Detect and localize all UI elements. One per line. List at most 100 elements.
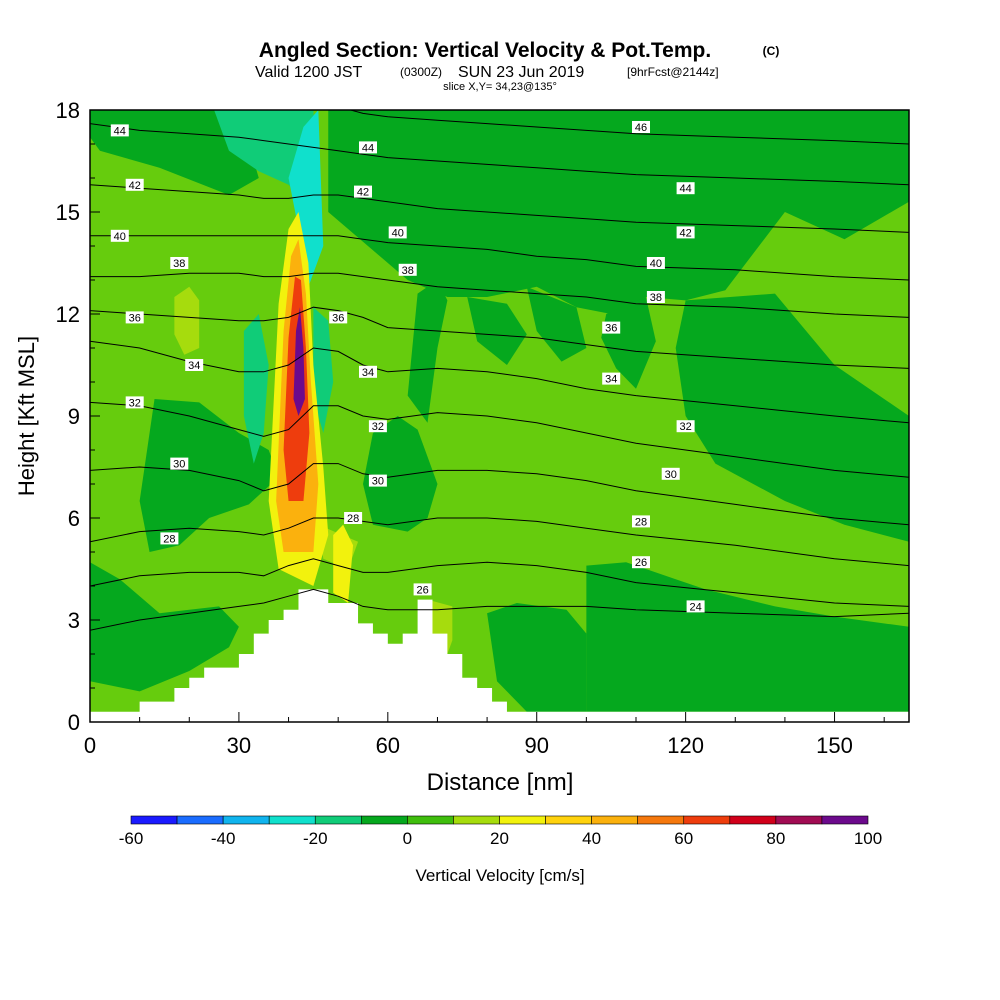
theta-contour-label: 28 bbox=[344, 512, 363, 525]
theta-label-bg bbox=[125, 311, 144, 324]
theta-label-bg bbox=[632, 556, 650, 569]
y-tick-label: 18 bbox=[56, 98, 80, 123]
sink-region-top-left bbox=[90, 110, 259, 195]
theta-label-text: 32 bbox=[129, 397, 141, 409]
theta-label-text: 40 bbox=[392, 227, 404, 239]
theta-contour-label: 34 bbox=[359, 365, 377, 379]
theta-label-text: 38 bbox=[173, 258, 185, 270]
theta-label-bg bbox=[632, 515, 650, 528]
colorbar-tick-label: 80 bbox=[766, 829, 785, 848]
theta-contour-label: 36 bbox=[329, 311, 348, 324]
theta-contour-46 bbox=[348, 110, 909, 145]
theta-label-text: 24 bbox=[689, 601, 701, 613]
theta-contour-label: 42 bbox=[125, 178, 144, 192]
colorbar-bin bbox=[683, 815, 731, 825]
chart-title: Angled Section: Vertical Velocity & Pot.… bbox=[259, 39, 711, 62]
theta-label-text: 30 bbox=[372, 476, 384, 488]
sink-region-mid bbox=[363, 416, 438, 532]
theta-label-bg bbox=[368, 474, 387, 487]
theta-label-bg bbox=[110, 229, 129, 242]
theta-contour-label: 38 bbox=[170, 257, 189, 270]
theta-contour-42 bbox=[90, 184, 909, 233]
subtitle-forecast: [9hrFcst@2144z] bbox=[627, 65, 719, 79]
theta-contour-label: 34 bbox=[185, 359, 204, 372]
theta-contour-label: 28 bbox=[632, 515, 650, 528]
theta-label-bg bbox=[368, 420, 387, 433]
colorbar-bin bbox=[222, 815, 270, 825]
colorbar-bin bbox=[591, 815, 638, 825]
plot-area: 44 42 40 38 36 34 32 30 28 44 42 40 38 36 34 32 30 28 26 46… bbox=[90, 110, 909, 722]
theta-contour-label: 38 bbox=[646, 291, 665, 304]
colorbar-tick-label: 0 bbox=[403, 829, 412, 848]
colorbar-tick-label: -40 bbox=[211, 829, 236, 848]
colorbar-bin bbox=[314, 815, 362, 825]
theta-contour-label: 30 bbox=[170, 457, 189, 471]
theta-label-bg bbox=[354, 185, 372, 198]
x-axis-label: Distance [nm] bbox=[427, 769, 574, 796]
vertical-velocity-field bbox=[90, 110, 909, 722]
x-tick-label: 60 bbox=[376, 733, 400, 758]
theta-label-bg bbox=[160, 532, 179, 545]
theta-contour-label: 28 bbox=[160, 532, 179, 545]
x-tick-label: 150 bbox=[816, 733, 853, 758]
theta-label-bg bbox=[359, 141, 377, 154]
theta-contour-24 bbox=[90, 588, 909, 631]
sink-strong-top bbox=[288, 110, 324, 287]
sink-region-upper bbox=[328, 110, 909, 314]
theta-label-text: 36 bbox=[129, 312, 141, 324]
theta-label-text: 46 bbox=[635, 122, 647, 134]
theta-label-bg bbox=[388, 226, 407, 239]
theta-label-text: 30 bbox=[173, 459, 185, 471]
colorbar-bin bbox=[499, 815, 546, 825]
colorbar-bin bbox=[361, 815, 408, 825]
sink-lobe-1 bbox=[467, 297, 527, 365]
subtitle-date: SUN 23 Jun 2019 bbox=[458, 64, 584, 81]
subtitle-utc: (0300Z) bbox=[400, 65, 442, 79]
theta-contour-label: 32 bbox=[368, 420, 387, 433]
theta-contour-32 bbox=[90, 401, 909, 478]
sink-region-low-mid bbox=[487, 603, 587, 712]
theta-label-text: 32 bbox=[372, 421, 384, 433]
theta-label-text: 26 bbox=[416, 584, 428, 596]
y-tick-label: 6 bbox=[68, 506, 80, 531]
title-unit: (C) bbox=[763, 44, 780, 58]
theta-label-bg bbox=[398, 263, 417, 276]
figure-title: Angled Section: Vertical Velocity & Pot.… bbox=[259, 39, 780, 62]
theta-label-text: 34 bbox=[188, 360, 200, 372]
colorbar-tick-label: -60 bbox=[119, 829, 144, 848]
theta-contour-label: 42 bbox=[676, 226, 695, 239]
colorbar-bin bbox=[821, 815, 869, 825]
theta-label-text: 38 bbox=[650, 292, 662, 304]
theta-contour-28 bbox=[90, 517, 909, 567]
theta-label-text: 28 bbox=[347, 513, 359, 525]
theta-label-text: 30 bbox=[665, 469, 677, 481]
terrain-layer bbox=[90, 589, 909, 722]
sink-lobe-3 bbox=[601, 297, 656, 389]
sink-region-left-mid bbox=[139, 399, 279, 552]
colorbar-bin bbox=[130, 815, 178, 825]
theta-contour-label: 44 bbox=[110, 124, 129, 137]
theta-contour-44 bbox=[90, 123, 909, 186]
y-tick-label: 12 bbox=[56, 302, 80, 327]
theta-label-bg bbox=[676, 420, 695, 433]
theta-label-text: 44 bbox=[362, 142, 374, 154]
theta-label-bg bbox=[413, 583, 432, 596]
theta-label-text: 34 bbox=[362, 367, 374, 379]
theta-label-bg bbox=[170, 257, 189, 269]
theta-contour-label: 40 bbox=[110, 229, 129, 243]
theta-contour-label: 32 bbox=[676, 420, 695, 433]
theta-label-bg bbox=[329, 311, 348, 324]
colorbar-bin bbox=[729, 815, 777, 825]
sink-moderate-left bbox=[243, 314, 269, 464]
colorbar-bin bbox=[407, 815, 454, 825]
theta-contour-26 bbox=[90, 558, 909, 607]
theta-contour-label: 26 bbox=[413, 583, 432, 596]
subtitle-valid: Valid 1200 JST bbox=[255, 64, 363, 81]
theta-label-bg bbox=[602, 372, 621, 385]
theta-label-text: 28 bbox=[163, 533, 175, 545]
colorbar-bin bbox=[545, 815, 592, 825]
theta-contour-label: 44 bbox=[676, 182, 695, 195]
theta-label-text: 36 bbox=[332, 312, 344, 324]
theta-label-text: 28 bbox=[635, 516, 647, 528]
colorbar-tick-label: -20 bbox=[303, 829, 328, 848]
